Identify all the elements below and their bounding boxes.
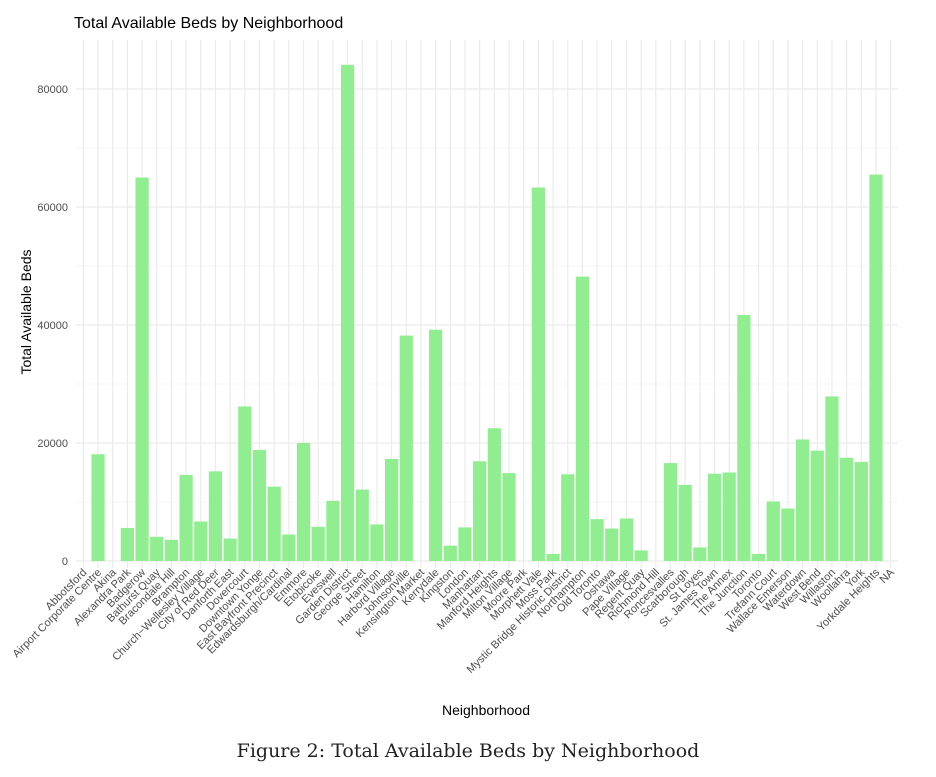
bar: [399, 335, 413, 561]
bar: [722, 472, 736, 561]
y-axis-ticks: 0 20000 40000 60000 80000: [37, 84, 68, 568]
bar-chart: Total Available Beds by Neighborhood 0 20…: [10, 15, 898, 718]
bar: [340, 64, 355, 561]
bar: [707, 473, 722, 561]
bar: [120, 527, 134, 561]
bar: [619, 518, 634, 561]
bar: [458, 527, 472, 561]
bar: [370, 524, 384, 561]
bar: [252, 450, 267, 561]
y-tick-label: 60000: [37, 202, 68, 214]
bar: [135, 177, 149, 561]
bar: [663, 463, 678, 561]
chart-title: Total Available Beds by Neighborhood: [74, 15, 343, 32]
bar: [825, 396, 839, 561]
bar: [840, 457, 854, 561]
bar: [473, 461, 487, 561]
bar: [443, 545, 457, 561]
bar: [854, 461, 868, 561]
x-axis-label: Neighborhood: [442, 702, 530, 718]
y-tick-label: 80000: [37, 84, 68, 96]
bar: [384, 458, 399, 561]
bar: [502, 473, 516, 561]
bar: [429, 329, 443, 561]
bar: [781, 508, 795, 561]
bar: [575, 276, 590, 561]
bar: [164, 539, 179, 561]
bar: [678, 484, 692, 561]
bars: [91, 64, 883, 562]
bar: [766, 501, 780, 561]
bar: [238, 406, 252, 561]
x-tick-label: NA: [877, 566, 897, 586]
bar: [487, 428, 501, 561]
bar: [91, 454, 105, 561]
y-axis-label: Total Available Beds: [18, 249, 34, 374]
bar: [751, 553, 766, 561]
bar: [311, 526, 325, 561]
bar: [282, 534, 296, 561]
bar: [194, 521, 208, 561]
grid: [76, 40, 898, 568]
bar: [267, 486, 281, 561]
bar: [634, 550, 648, 561]
y-tick-label: 40000: [37, 320, 68, 332]
bar: [561, 474, 575, 561]
bar: [693, 547, 707, 561]
bar: [296, 443, 311, 561]
bar: [531, 187, 545, 561]
bar: [590, 519, 604, 561]
bar: [737, 314, 751, 561]
bar: [208, 471, 223, 561]
bar: [150, 536, 164, 561]
bar: [605, 528, 619, 561]
y-tick-label: 20000: [37, 438, 68, 450]
bar: [326, 500, 340, 561]
bar: [223, 538, 237, 561]
bar: [546, 553, 560, 561]
bar: [810, 450, 824, 561]
bar: [355, 489, 369, 561]
bar: [179, 474, 193, 561]
bar: [795, 439, 810, 561]
figure-caption: Figure 2: Total Available Beds by Neighb…: [236, 740, 700, 762]
y-tick-label: 0: [62, 556, 68, 568]
bar: [869, 174, 883, 562]
